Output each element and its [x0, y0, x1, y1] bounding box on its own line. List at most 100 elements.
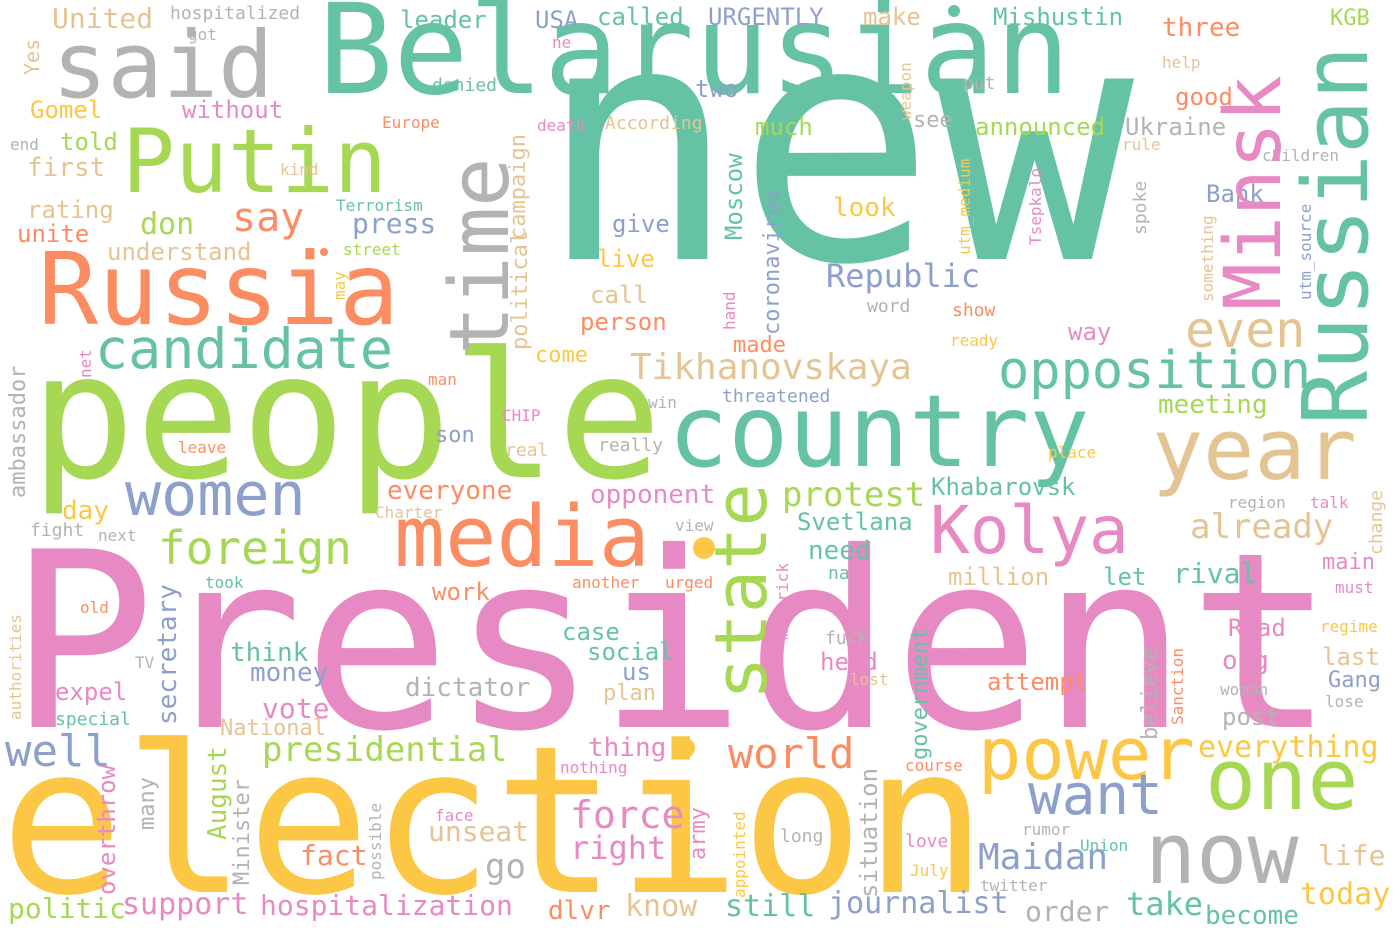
word: National [220, 716, 326, 741]
word: world [728, 729, 855, 778]
word: Read [1228, 614, 1286, 642]
word: fight [30, 520, 85, 541]
word: overthrow [93, 764, 121, 895]
word: Terrorism [336, 196, 423, 215]
word: ne [552, 33, 572, 52]
word: Belarusian [318, 0, 1071, 123]
word: face [435, 806, 474, 825]
word: election [0, 703, 988, 936]
word: called [597, 3, 684, 31]
word: work [432, 578, 490, 606]
word: rival [1173, 557, 1258, 590]
word: next [98, 526, 137, 545]
word: Tikhanovskaya [630, 347, 912, 388]
word: told [60, 128, 118, 156]
word: possible [366, 802, 385, 880]
word: dictator [405, 673, 531, 703]
word: everyone [387, 476, 513, 506]
word: first [27, 153, 106, 183]
word: lost [850, 670, 889, 689]
word: must [1335, 578, 1374, 597]
word: fact [300, 839, 368, 872]
word: much [755, 113, 813, 141]
word: Gomel [30, 96, 103, 124]
word: well [5, 726, 111, 777]
word: course [905, 756, 963, 775]
word: us [622, 658, 651, 686]
word: got [188, 25, 217, 44]
word: show [952, 300, 996, 321]
word: end [10, 135, 39, 154]
word: help [1162, 53, 1201, 72]
word: Union [1080, 836, 1129, 855]
word: maverick [773, 562, 792, 640]
word: people [30, 316, 663, 519]
word: Minister [230, 779, 255, 885]
word: want [1028, 763, 1163, 828]
word: campaign [506, 134, 531, 240]
word: denied [432, 75, 498, 96]
word: vote [262, 692, 330, 725]
word: United [52, 2, 154, 35]
word: authorities [6, 614, 25, 720]
word: money [250, 658, 329, 688]
word: weapon [896, 62, 915, 120]
word: unite [17, 220, 90, 248]
word: twitter [980, 876, 1048, 895]
word: life [1318, 839, 1386, 872]
word: old [80, 598, 109, 617]
word: Ukraine [1125, 113, 1227, 141]
word: say [232, 195, 305, 241]
word: presidential [262, 730, 508, 770]
word: hand [720, 291, 739, 330]
word: put [963, 73, 996, 94]
word: many [135, 777, 160, 830]
word: need [808, 536, 871, 566]
word: government [908, 627, 933, 760]
word: post [1222, 703, 1280, 731]
word: leave [178, 438, 227, 457]
word: net [76, 349, 95, 378]
word: rating [27, 196, 114, 224]
word: Russia [38, 231, 400, 348]
word: Sanction [1168, 647, 1187, 725]
word: become [1205, 901, 1299, 931]
word: view [675, 516, 714, 535]
word: power [978, 712, 1195, 796]
word: main [1322, 550, 1375, 575]
word: social [587, 638, 674, 666]
word: million [948, 563, 1050, 591]
word: real [505, 440, 549, 461]
word: Mishustin [993, 3, 1124, 31]
word: still [725, 889, 816, 924]
word: street [343, 240, 401, 259]
word: made [733, 333, 786, 358]
dot-mark [693, 537, 715, 559]
word: let [1103, 563, 1147, 591]
word: don [140, 207, 195, 242]
word: three [1162, 13, 1241, 43]
word: look [833, 193, 896, 223]
word: TV [135, 653, 155, 672]
word: Kolya [930, 492, 1129, 569]
word: year [1152, 401, 1357, 500]
word: place [1048, 443, 1097, 462]
word: day [62, 496, 109, 526]
word: opposition [998, 341, 1312, 401]
word: coronavirus [760, 189, 785, 335]
word: last [1322, 643, 1380, 671]
word: protest [782, 475, 926, 515]
word: way [1068, 318, 1112, 346]
word: unseat [428, 815, 530, 848]
word: son [435, 423, 475, 448]
word: org [1222, 646, 1269, 676]
word: Khabarovsk [931, 473, 1076, 501]
word: lose [1325, 692, 1364, 711]
word: regime [1320, 617, 1378, 636]
word: good [1175, 83, 1233, 111]
word: think [230, 638, 309, 668]
word: dlvr [548, 896, 611, 926]
word: country [668, 373, 1090, 490]
word: state [699, 483, 783, 700]
